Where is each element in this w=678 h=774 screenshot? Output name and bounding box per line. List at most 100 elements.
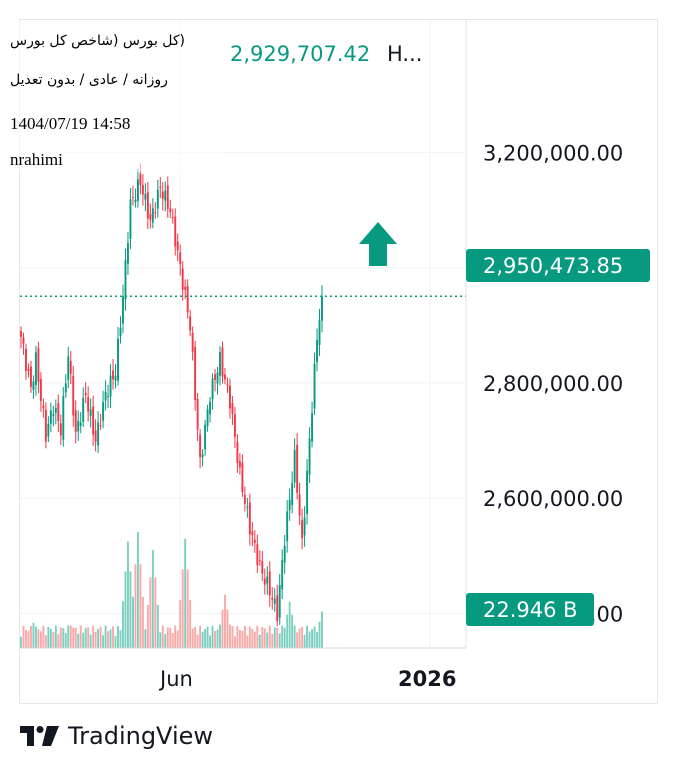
volume-bar xyxy=(72,627,75,648)
candle-body xyxy=(253,539,256,543)
volume-badge: 22.946 B xyxy=(466,593,594,626)
volume-bar xyxy=(291,614,294,648)
volume-bar xyxy=(119,630,122,648)
candle-body xyxy=(266,576,269,584)
volume-bar xyxy=(311,629,313,648)
volume-bar xyxy=(74,627,77,648)
candle-body xyxy=(97,422,100,446)
volume-bar xyxy=(209,635,212,648)
candle-body xyxy=(318,320,321,345)
candle-body xyxy=(104,391,107,401)
volume-bar xyxy=(221,609,224,648)
candle-body xyxy=(243,495,246,504)
volume-bar xyxy=(34,626,37,648)
volume-bar xyxy=(233,636,236,648)
volume-bar xyxy=(204,628,207,648)
candle-body xyxy=(216,372,219,384)
volume-bar xyxy=(298,628,301,648)
volume-bar xyxy=(79,625,82,648)
candle-body xyxy=(261,560,264,574)
y-tick-label: 2,800,000.00 xyxy=(483,372,623,396)
candle-body xyxy=(219,352,221,376)
candle-body xyxy=(20,331,22,337)
brand[interactable]: TradingView xyxy=(20,722,213,750)
candle-body xyxy=(224,374,226,380)
chart-frame xyxy=(19,19,658,704)
candle-body xyxy=(44,409,47,442)
volume-bar xyxy=(273,627,276,648)
candle-body xyxy=(54,408,57,413)
volume-bar xyxy=(156,604,159,648)
volume-bar xyxy=(136,531,139,648)
candle-body xyxy=(226,384,229,386)
volume-bar xyxy=(199,625,202,648)
symbol-title: (کل بورس (شاخص کل بورس xyxy=(10,33,186,49)
volume-bar xyxy=(214,630,216,648)
legend-close-value: 2,929,707.42 xyxy=(230,42,371,66)
candle-body xyxy=(231,403,234,414)
volume-bar xyxy=(258,634,261,648)
candle-body xyxy=(169,208,172,212)
volume-bar xyxy=(166,627,169,648)
candle-body xyxy=(87,397,90,412)
volume-bar xyxy=(144,629,147,648)
volume-bar xyxy=(283,627,286,648)
candle-body xyxy=(191,332,194,352)
candle-body xyxy=(301,520,304,539)
volume-bar xyxy=(154,577,157,648)
volume-bar xyxy=(196,634,199,648)
candle-body xyxy=(283,546,286,563)
volume-bar xyxy=(27,630,30,648)
volume-bar xyxy=(67,625,70,648)
volume-bar xyxy=(321,611,323,648)
candle-body xyxy=(321,296,323,321)
candle-body xyxy=(151,208,154,223)
volume-bar xyxy=(20,636,22,648)
volume-bar xyxy=(189,599,192,648)
volume-bar xyxy=(89,634,92,648)
candle-body xyxy=(184,286,187,290)
x-tick-jun: Jun xyxy=(158,667,193,691)
volume-bar xyxy=(25,629,27,648)
legend-more-values[interactable]: H... xyxy=(386,42,423,66)
candle-body xyxy=(99,425,102,427)
candle-body xyxy=(186,286,189,313)
candle-body xyxy=(34,352,37,386)
candle-body xyxy=(189,316,192,331)
price-chart[interactable]: 2,400,000.002,600,000.002,800,000.003,00… xyxy=(0,0,678,720)
volume-bar xyxy=(248,626,251,648)
volume-bar xyxy=(268,625,271,648)
candle-body xyxy=(136,179,139,201)
candle-body xyxy=(131,197,134,199)
candle-body xyxy=(62,396,65,440)
volume-bar xyxy=(127,541,129,648)
volume-bar xyxy=(263,628,266,648)
candle-body xyxy=(156,189,159,209)
candle-body xyxy=(238,461,241,468)
volume-bar xyxy=(186,569,189,648)
volume-bar xyxy=(62,628,65,648)
volume-bar xyxy=(117,626,119,648)
candle-body xyxy=(119,327,122,337)
volume-bar xyxy=(253,631,256,648)
candle-body xyxy=(248,502,251,535)
candle-body xyxy=(308,438,311,475)
username: nrahimi xyxy=(10,150,63,169)
volume-bar xyxy=(82,632,85,648)
volume-bar xyxy=(47,626,50,648)
volume-bar xyxy=(251,628,254,648)
candle-body xyxy=(166,185,169,209)
candle-body xyxy=(30,366,32,387)
candle-body xyxy=(154,212,157,214)
candle-body xyxy=(64,383,67,393)
candle-body xyxy=(298,494,301,516)
volume-bar xyxy=(112,626,114,648)
volume-bar xyxy=(281,625,284,648)
volume-bar xyxy=(231,626,234,648)
candle-body xyxy=(296,444,299,493)
volume-bar xyxy=(134,564,137,648)
volume-bar xyxy=(246,635,249,648)
volume-bars xyxy=(20,531,323,648)
candle-body xyxy=(134,199,137,203)
volume-bar xyxy=(318,621,321,648)
